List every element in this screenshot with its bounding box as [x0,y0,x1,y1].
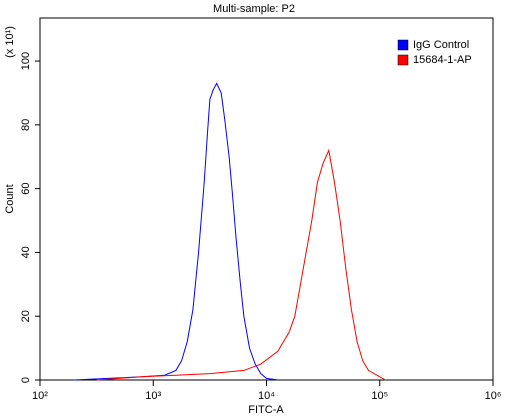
plot-frame [39,17,494,381]
y-tick-label: 20 [20,310,32,322]
x-tick-label: 10⁶ [485,390,502,402]
series-line [74,82,278,381]
y-tick-label: 80 [20,119,32,131]
x-axis-label: FITC-A [248,404,284,416]
legend-swatch [397,54,409,66]
legend-label: 15684-1-AP [413,54,472,66]
chart-title: Multi-sample: P2 [213,3,295,15]
x-tick-label: 10⁵ [371,390,388,402]
y-tick-label: 60 [20,183,32,195]
legend-swatch [397,39,409,51]
y-axis-label: Count [4,184,16,213]
y-multiplier: (x 10¹) [4,26,16,58]
y-tick-label: 40 [20,246,32,258]
x-tick-label: 10³ [145,390,161,402]
x-tick-label: 10⁴ [258,390,275,402]
series-line [96,148,386,381]
y-tick-label: 0 [20,377,32,383]
y-tick-label: 100 [20,52,32,70]
legend-label: IgG Control [413,39,469,51]
x-tick-label: 10² [32,390,48,402]
